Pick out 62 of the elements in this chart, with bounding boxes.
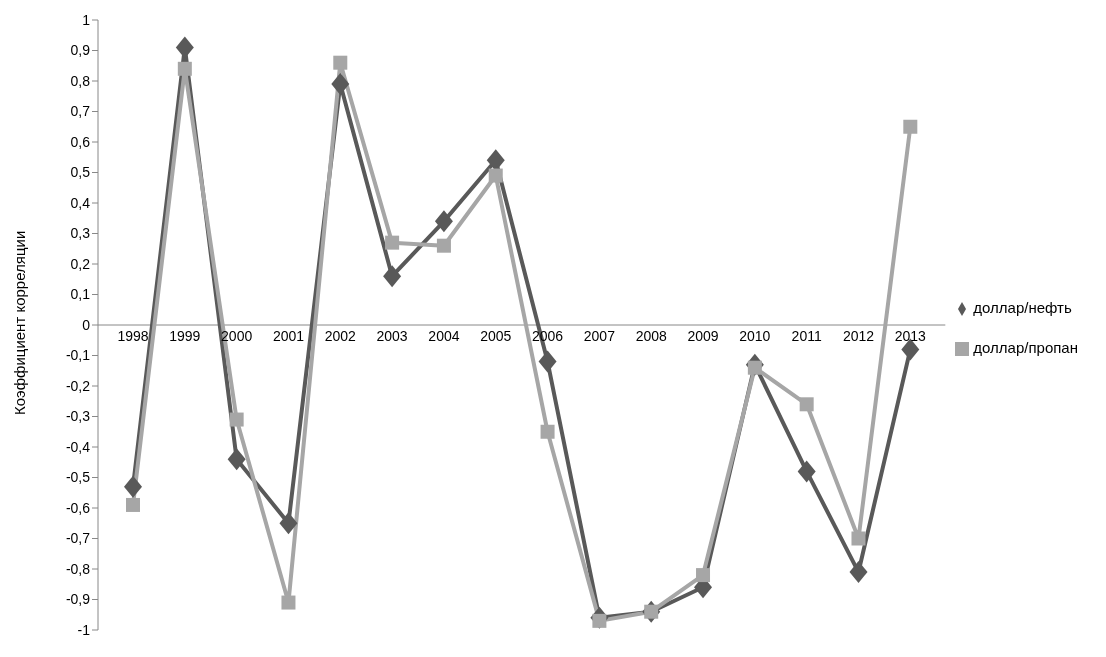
point (333, 55, 348, 70)
y-tick-label: -0,9 (65, 591, 91, 608)
x-tick-label: 2011 (791, 328, 822, 344)
point (385, 235, 400, 250)
point (486, 149, 505, 172)
legend-label: доллар/нефть (973, 299, 1072, 316)
point (177, 61, 192, 76)
x-tick-label: 2013 (894, 328, 927, 344)
y-tick-label: -0,4 (65, 438, 91, 455)
x-tick-label: 2009 (687, 328, 719, 344)
x-tick-label: 1999 (169, 328, 201, 344)
x-tick-label: 1998 (117, 328, 149, 344)
x-tick-label: 2012 (842, 328, 875, 344)
point (488, 168, 503, 183)
y-tick-label: 0,1 (70, 286, 91, 303)
x-tick-label: 2008 (635, 328, 667, 344)
x-tick-label: 2002 (324, 328, 357, 344)
x-tick-label: 2010 (739, 328, 771, 344)
y-tick-label: -0,2 (65, 377, 91, 394)
y-tick-label: -0,6 (65, 499, 91, 516)
point (903, 119, 918, 134)
y-tick-label: 0 (82, 316, 91, 333)
point (227, 448, 246, 471)
point (383, 265, 402, 288)
y-tick-label: 0,5 (70, 164, 91, 181)
point (849, 561, 868, 584)
y-tick-label: -0,3 (65, 408, 91, 425)
point (124, 475, 142, 498)
point (279, 512, 298, 535)
x-tick-label: 2004 (428, 328, 460, 344)
point (799, 397, 814, 412)
point (175, 36, 194, 59)
y-axis-title: Коэффициент корреляции (11, 230, 29, 415)
point (436, 238, 451, 253)
point (538, 350, 557, 373)
y-tick-label: -0,8 (65, 560, 91, 577)
y-tick-label: 0,6 (70, 133, 91, 150)
x-tick-label: 2003 (376, 328, 408, 344)
y-tick-label: -0,5 (65, 469, 91, 486)
y-tick-label: -1 (77, 621, 91, 638)
y-tick-label: -0,1 (65, 347, 91, 364)
y-tick-label: 0,3 (70, 225, 91, 242)
point (229, 412, 244, 427)
y-tick-label: 1 (82, 11, 91, 28)
point (540, 424, 555, 439)
point (851, 531, 866, 546)
point (281, 595, 296, 610)
y-tick-label: 0,7 (70, 103, 91, 120)
x-tick-label: 2001 (272, 328, 305, 344)
y-tick-label: 0,8 (70, 72, 91, 89)
point (331, 73, 350, 96)
x-tick-label: 2005 (480, 328, 512, 344)
legend-label: доллар/пропан (973, 339, 1078, 356)
y-tick-label: 0,4 (70, 194, 91, 211)
point (696, 568, 711, 583)
y-tick-label: 0,2 (70, 255, 91, 272)
point (126, 497, 140, 512)
y-tick-label: -0,7 (65, 530, 91, 547)
point (797, 460, 816, 483)
x-tick-label: 2007 (583, 328, 616, 344)
y-tick-label: 0,9 (70, 42, 91, 59)
point (434, 210, 453, 233)
